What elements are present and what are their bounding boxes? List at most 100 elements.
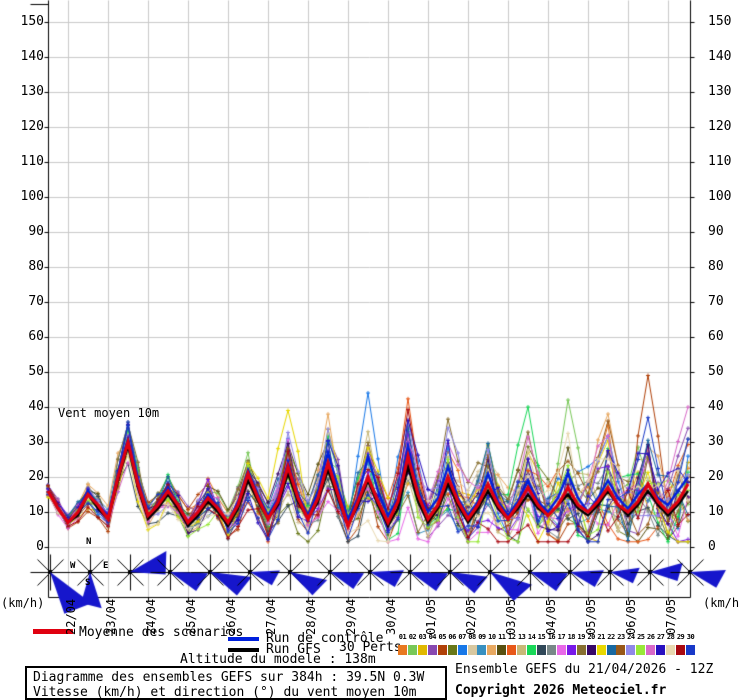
y-axis-tick-label-left: 100 xyxy=(20,189,44,204)
legend-gfs-swatch xyxy=(228,648,259,652)
y-axis-tick-label-left: 60 xyxy=(28,329,44,344)
run-info-label: Ensemble GEFS du 21/04/2026 - 12Z xyxy=(455,662,714,677)
diagram-subtitle: Vitesse (km/h) et direction (°) du vent … xyxy=(33,685,417,700)
y-axis-tick-label-right: 90 xyxy=(708,224,724,239)
y-axis-tick-label-left: 140 xyxy=(20,49,44,64)
y-axis-tick-label-left: 130 xyxy=(20,84,44,99)
y-axis-tick-label-right: 100 xyxy=(708,189,732,204)
x-axis-date-label: 01/05 xyxy=(424,598,438,635)
y-axis-tick-label-right: 10 xyxy=(708,504,724,519)
x-axis-date-label: 05/05 xyxy=(584,598,598,635)
compass-north-label: N xyxy=(86,537,92,547)
pert-number: 15 xyxy=(537,633,546,641)
x-axis-date-label: 26/04 xyxy=(224,598,238,635)
y-axis-tick-label-right: 40 xyxy=(708,399,724,414)
x-axis-date-label: 25/04 xyxy=(184,598,198,635)
pert-color-swatch xyxy=(656,645,666,655)
y-axis-tick-label-right: 0 xyxy=(708,539,716,554)
pert-number: 02 xyxy=(408,633,417,641)
pert-number: 16 xyxy=(547,633,556,641)
legend-control-label: Run de contrôle xyxy=(266,631,384,646)
pert-color-swatch xyxy=(477,645,487,655)
y-axis-tick-label-right: 70 xyxy=(708,294,724,309)
pert-number: 14 xyxy=(527,633,536,641)
pert-color-swatch xyxy=(546,645,556,655)
x-axis-date-label: 04/05 xyxy=(544,598,558,635)
y-axis-tick-label-left: 90 xyxy=(28,224,44,239)
diagram-title-box: Diagramme des ensembles GEFS sur 384h : … xyxy=(25,666,447,700)
pert-number: 27 xyxy=(656,633,665,641)
x-axis-date-label: 07/05 xyxy=(664,598,678,635)
pert-color-swatch xyxy=(626,645,636,655)
x-axis-date-label: 22/04 xyxy=(64,598,78,635)
y-axis-tick-label-right: 110 xyxy=(708,154,732,169)
pert-number: 12 xyxy=(508,633,516,641)
pert-number: 24 xyxy=(627,633,635,641)
pert-color-swatch xyxy=(666,645,676,655)
y-axis-tick-label-left: 40 xyxy=(28,399,44,414)
pert-number: 06 xyxy=(448,633,456,641)
pert-number: 29 xyxy=(676,633,685,641)
compass-south-label: S xyxy=(85,578,91,588)
pert-color-swatch xyxy=(685,645,695,655)
pert-color-swatch xyxy=(517,645,527,655)
x-axis-date-label: 23/04 xyxy=(104,598,118,635)
pert-number: 26 xyxy=(647,633,655,641)
legend-perts-label: 30 Perts. xyxy=(339,640,410,655)
pert-color-swatch xyxy=(427,645,437,655)
pert-color-swatch xyxy=(616,645,626,655)
pert-number: 23 xyxy=(617,633,625,641)
pert-number: 18 xyxy=(567,633,576,641)
x-axis-date-label: 28/04 xyxy=(304,598,318,635)
model-altitude-note: Altitude du modele : 138m xyxy=(180,652,376,667)
pert-color-swatch xyxy=(527,645,537,655)
y-axis-tick-label-left: 10 xyxy=(28,504,44,519)
pert-color-swatch xyxy=(457,645,467,655)
compass-east-label: E xyxy=(103,561,109,571)
y-axis-tick-label-left: 30 xyxy=(28,434,44,449)
pert-number: 05 xyxy=(438,633,447,641)
pert-color-swatch xyxy=(596,645,606,655)
y-axis-unit-left: (km/h) xyxy=(1,596,45,610)
y-axis-tick-label-left: 120 xyxy=(20,119,44,134)
y-axis-unit-right: (km/h) xyxy=(703,596,740,610)
pert-number: 04 xyxy=(428,633,437,641)
pert-number: 25 xyxy=(637,633,645,641)
pert-color-swatch xyxy=(566,645,576,655)
y-axis-tick-label-left: 0 xyxy=(36,539,44,554)
y-axis-tick-label-left: 20 xyxy=(28,469,44,484)
pert-color-swatch xyxy=(467,645,477,655)
legend-mean-label: Moyenne des scénarios xyxy=(79,625,244,640)
pert-color-swatch xyxy=(447,645,457,655)
y-axis-tick-label-right: 60 xyxy=(708,329,724,344)
pert-number: 01 xyxy=(398,633,407,641)
pert-color-swatch xyxy=(537,645,547,655)
pert-color-swatch xyxy=(636,645,646,655)
legend-mean-swatch xyxy=(33,629,73,634)
pert-color-swatch xyxy=(556,645,566,655)
x-axis-date-label: 06/05 xyxy=(624,598,638,635)
pert-number: 22 xyxy=(607,633,615,641)
pert-number: 28 xyxy=(666,633,675,641)
x-axis-date-label: 27/04 xyxy=(264,598,278,635)
pert-color-swatch xyxy=(497,645,507,655)
pert-color-swatch xyxy=(507,645,517,655)
pert-color-swatch xyxy=(407,645,417,655)
pert-number: 21 xyxy=(597,633,605,641)
pert-color-swatch xyxy=(417,645,427,655)
y-axis-tick-label-right: 120 xyxy=(708,119,732,134)
pert-color-swatch xyxy=(437,645,447,655)
pert-number: 11 xyxy=(498,633,506,641)
pert-number: 09 xyxy=(478,633,486,641)
y-axis-tick-label-left: 70 xyxy=(28,294,44,309)
x-axis-date-label: 03/05 xyxy=(504,598,518,635)
legend-gfs-label: Run GFS xyxy=(266,642,321,657)
chart-series-label: Vent moyen 10m xyxy=(58,406,160,420)
y-axis-tick-label-left: 50 xyxy=(28,364,44,379)
y-axis-tick-label-left: 80 xyxy=(28,259,44,274)
y-axis-tick-label-right: 20 xyxy=(708,469,724,484)
diagram-title: Diagramme des ensembles GEFS sur 384h : … xyxy=(33,670,425,685)
pert-color-swatch xyxy=(676,645,686,655)
